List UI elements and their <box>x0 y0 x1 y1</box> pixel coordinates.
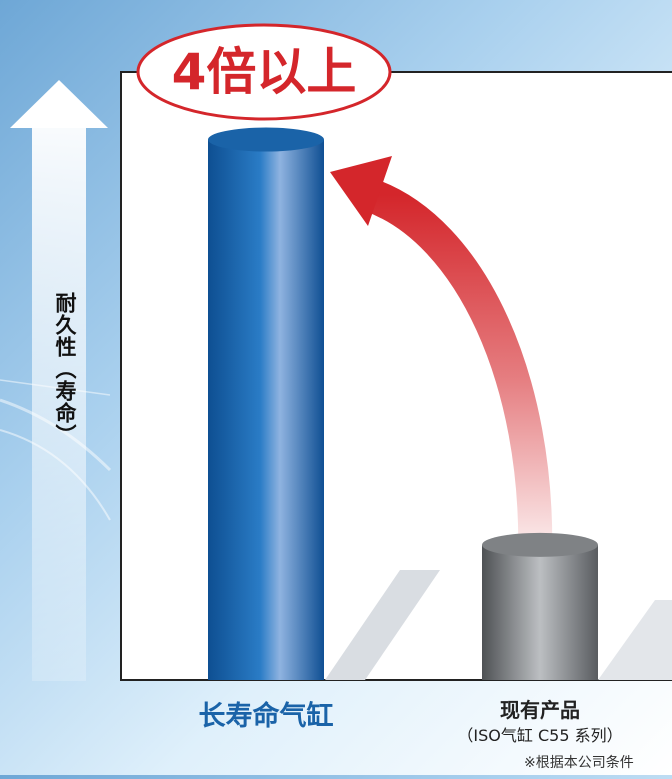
y-axis-label: 耐久性（寿命） <box>53 292 77 446</box>
annotation-oval <box>136 23 392 121</box>
bar-shadow-long-life <box>325 570 440 680</box>
bar-shadow-existing <box>598 600 672 680</box>
y-axis-arrow <box>10 80 108 681</box>
annotation-label: 4倍以上 <box>171 43 357 101</box>
bar-long-life-top <box>208 127 324 152</box>
bar-existing-body <box>482 544 598 680</box>
category-label-existing: 现有产品 <box>500 698 580 722</box>
bar-long-life <box>208 127 324 681</box>
growth-arrow <box>363 178 553 561</box>
bar-existing <box>482 532 598 680</box>
bars-group <box>208 127 598 681</box>
footnote: ※根据本公司条件 <box>524 755 634 771</box>
category-sublabel-existing: （ISO气缸 C55 系列） <box>457 726 623 745</box>
bar-existing-top <box>482 532 598 557</box>
bar-long-life-body <box>208 139 324 681</box>
growth-arrowhead <box>330 156 392 226</box>
category-label-long-life: 长寿命气缸 <box>198 701 334 732</box>
